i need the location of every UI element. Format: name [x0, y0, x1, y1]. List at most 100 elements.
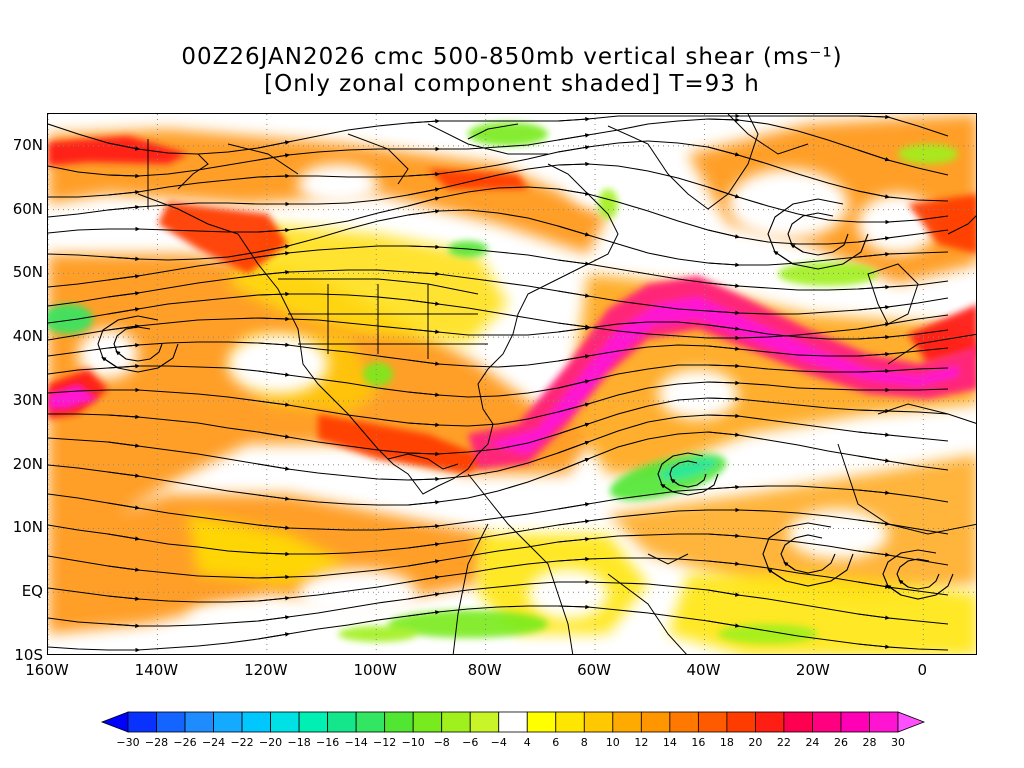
lat-tick-label: 30N	[12, 390, 43, 409]
colorbar-label: −24	[202, 736, 225, 749]
streamline-arrow	[707, 324, 741, 331]
colorbar-label: 10	[606, 736, 620, 749]
streamline-arrow	[707, 229, 741, 239]
streamline-arrow	[101, 356, 119, 369]
streamline-arrow	[407, 171, 441, 177]
streamline-arrow	[107, 291, 141, 298]
colorbar-cell	[669, 711, 699, 733]
colorbar-cell	[812, 711, 842, 733]
lat-tick-label: 60N	[12, 199, 43, 218]
streamline-arrow	[107, 256, 141, 262]
colorbar-arrow-high	[897, 711, 926, 733]
streamline-arrow	[857, 489, 891, 495]
streamline-arrow	[407, 476, 441, 482]
streamline-arrow	[660, 483, 674, 493]
streamline-arrow	[107, 142, 141, 151]
colorbar-cell	[697, 711, 728, 733]
streamline-arrow	[707, 262, 741, 268]
colorbar-cell	[583, 711, 614, 733]
colorbar-cell	[726, 711, 756, 733]
colorbar-cell	[127, 711, 157, 733]
streamline-arrow	[257, 270, 291, 276]
streamline-arrow	[557, 502, 591, 510]
streamline-arrow	[107, 324, 141, 331]
colorbar-label: 8	[581, 736, 588, 749]
streamline-arrow	[407, 209, 441, 216]
streamline-arrow	[783, 561, 796, 571]
streamline-arrow	[407, 500, 441, 506]
streamline-arrow	[707, 146, 741, 157]
lon-tick-label: 140W	[134, 661, 179, 679]
streamline-arrow	[407, 328, 441, 334]
streamline-arrow	[257, 342, 291, 348]
streamline-arrow	[707, 484, 741, 490]
streamline-arrow	[857, 581, 891, 589]
streamline-arrow	[707, 396, 741, 402]
streamline-arrow	[107, 502, 141, 510]
streamline-arrow	[407, 592, 441, 600]
streamline-arrow	[707, 345, 741, 351]
colorbar-arrow-low	[100, 711, 129, 733]
colorbar-cell	[412, 711, 443, 733]
colorbar-cell	[612, 711, 642, 733]
streamline	[497, 251, 649, 275]
streamline-arrow	[707, 560, 741, 566]
streamline	[647, 252, 799, 266]
streamline-arrow	[707, 117, 741, 123]
colorbar-cell	[640, 711, 671, 733]
streamline-arrow	[857, 408, 891, 414]
streamline	[797, 297, 949, 315]
streamline-arrow	[557, 604, 591, 610]
lat-tick-label: 70N	[12, 135, 43, 154]
streamline-arrow	[557, 354, 591, 362]
streamline-arrow	[407, 559, 441, 567]
colorbar-cell	[355, 711, 386, 733]
streamline-arrow	[257, 574, 291, 580]
colorbar-cell	[755, 711, 785, 733]
streamline-arrow	[557, 116, 591, 122]
colorbar-cell	[184, 711, 214, 733]
streamline-arrow	[857, 519, 891, 526]
streamline	[48, 645, 199, 651]
streamline-arrow	[257, 494, 291, 501]
streamline-arrow	[107, 565, 141, 572]
colorbar-label: 14	[663, 736, 677, 749]
lat-tick-label: 50N	[12, 263, 43, 282]
streamline-arrow	[107, 307, 141, 315]
streamline-arrow	[857, 643, 891, 649]
streamline-arrow	[107, 414, 141, 420]
streamline-arrow	[257, 173, 291, 179]
lon-tick-label: 100W	[353, 661, 397, 679]
lat-tick-label: 20N	[12, 454, 43, 473]
streamline-arrow	[707, 380, 741, 386]
colorbar-label: 20	[748, 736, 762, 749]
colorbar-label: 28	[862, 736, 876, 749]
streamline-arrow	[257, 400, 291, 407]
lon-tick-label: 0	[917, 661, 928, 679]
streamline-arrow	[407, 196, 441, 207]
streamline-arrow	[115, 350, 127, 360]
colorbar-label: 22	[777, 736, 791, 749]
colorbar-label: 18	[720, 736, 734, 749]
streamline-arrow	[557, 259, 591, 266]
streamline-arrow	[107, 205, 141, 211]
colorbar-label: 26	[834, 736, 848, 749]
streamline-arrow	[557, 326, 591, 333]
colorbar-label: −14	[345, 736, 368, 749]
streamline-arrow	[557, 322, 591, 329]
title-line-1: 00Z26JAN2026 cmc 500-850mb vertical shea…	[181, 44, 843, 70]
colorbar-label: −20	[259, 736, 282, 749]
streamline-arrow	[773, 250, 794, 265]
streamline-arrow	[857, 431, 891, 437]
lat-tick-label: 40N	[12, 327, 43, 346]
streamline-arrow	[857, 190, 891, 199]
streamline-arrow	[857, 455, 891, 463]
streamline-arrow	[557, 519, 591, 526]
colorbar-cell	[469, 711, 500, 733]
streamline-arrow	[407, 422, 441, 428]
streamline-arrow	[767, 568, 787, 582]
streamline-arrow	[857, 284, 891, 290]
streamline-arrow	[107, 190, 141, 196]
streamline-arrow	[898, 579, 909, 588]
lat-tick-label: EQ	[21, 582, 43, 601]
